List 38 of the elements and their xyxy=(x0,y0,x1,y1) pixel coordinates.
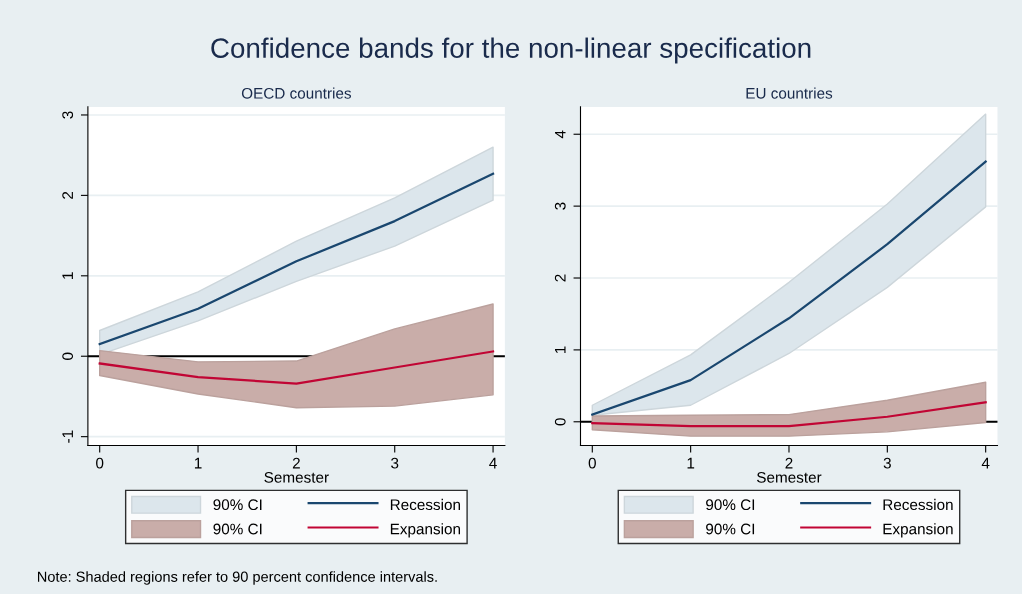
text: 90% CI xyxy=(213,523,262,535)
line-series xyxy=(98,350,495,385)
text: Note: Shaded regions refer to 90 percent confidence intervals. xyxy=(37,571,437,585)
x-tick-label: 3 xyxy=(391,457,399,469)
x-axis-title: Semester xyxy=(264,471,329,483)
x-tick-label: 1 xyxy=(687,457,695,469)
text: 90% CI xyxy=(213,499,262,511)
y-tick-label: 1 xyxy=(555,346,566,353)
text: Confidence bands for the non-linear specification xyxy=(211,37,811,64)
x-tick-label: 4 xyxy=(489,457,497,469)
legend-label: Expansion xyxy=(883,523,953,538)
y-tick-label: 0 xyxy=(554,418,566,426)
y-tick-label: 2 xyxy=(554,274,566,282)
x-tick-label: 0 xyxy=(588,457,596,469)
chart-title: OECD countries xyxy=(241,87,352,99)
y-tick-label: 1 xyxy=(62,272,73,279)
text: 90% CI xyxy=(706,523,755,535)
x-tick-label: 3 xyxy=(883,457,891,469)
line-series xyxy=(591,160,987,416)
y-tick-label: 4 xyxy=(555,130,566,139)
y-tick-label: 3 xyxy=(62,111,74,119)
text: 90% CI xyxy=(706,499,755,511)
x-axis-title: Semester xyxy=(756,471,822,483)
legend-label: Recession xyxy=(883,498,953,511)
y-tick-label: -1 xyxy=(62,430,73,443)
y-tick-label: 3 xyxy=(554,202,566,210)
x-tick-label: 4 xyxy=(981,457,990,469)
line-series xyxy=(591,401,987,428)
x-tick-label: 2 xyxy=(292,457,300,469)
chart-title: EU countries xyxy=(746,87,833,99)
x-tick-label: 1 xyxy=(194,457,202,469)
legend-label: Recession xyxy=(390,498,460,511)
line-series xyxy=(98,172,495,346)
y-tick-label: 2 xyxy=(62,191,73,199)
legend-label: Expansion xyxy=(390,523,460,538)
x-tick-label: 0 xyxy=(96,457,104,469)
x-tick-label: 2 xyxy=(785,457,793,469)
y-tick-label: 0 xyxy=(62,352,74,360)
